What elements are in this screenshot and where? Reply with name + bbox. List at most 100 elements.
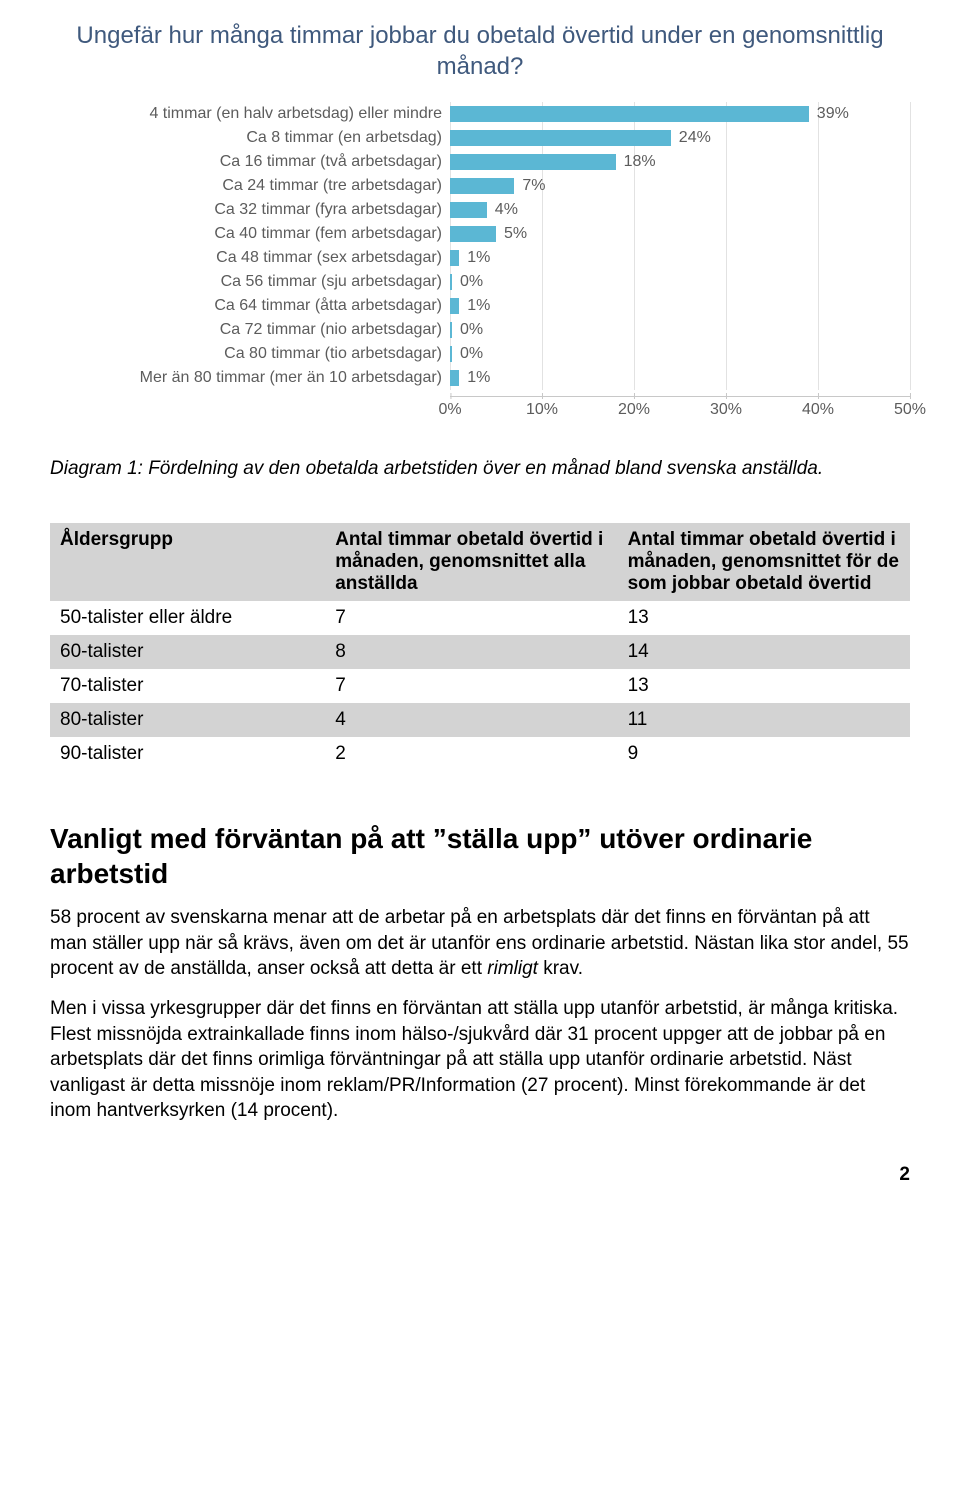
chart-category-label: Ca 80 timmar (tio arbetsdagar) [50,345,450,363]
chart-category-label: Ca 72 timmar (nio arbetsdagar) [50,321,450,339]
chart-bar-area: 1% [450,246,910,270]
chart-category-label: Ca 8 timmar (en arbetsdag) [50,129,450,147]
chart-category-label: Ca 16 timmar (två arbetsdagar) [50,153,450,171]
table-row: 90-talister29 [50,737,910,771]
chart-bar-area: 5% [450,222,910,246]
chart-row: Mer än 80 timmar (mer än 10 arbetsdagar)… [50,366,910,390]
chart-axis-tick: 50% [894,401,926,419]
chart-bar [450,202,487,218]
chart-bar [450,250,459,266]
chart-bar [450,154,616,170]
chart-axis-tick: 40% [802,401,834,419]
chart-gridline [910,102,911,390]
chart-bar [450,370,459,386]
chart-bar-value: 7% [522,177,545,195]
chart-bar-value: 1% [467,369,490,387]
table-row: 80-talister411 [50,703,910,737]
chart-row: Ca 8 timmar (en arbetsdag) 24% [50,126,910,150]
chart-axis-tick: 10% [526,401,558,419]
overtime-bar-chart: 4 timmar (en halv arbetsdag) eller mindr… [50,102,910,426]
table-cell: 8 [325,635,617,669]
chart-category-label: Ca 64 timmar (åtta arbetsdagar) [50,297,450,315]
chart-bar-value: 0% [460,273,483,291]
chart-row: Ca 16 timmar (två arbetsdagar) 18% [50,150,910,174]
chart-bar [450,298,459,314]
age-group-table: Åldersgrupp Antal timmar obetald övertid… [50,523,910,771]
chart-row: Ca 48 timmar (sex arbetsdagar) 1% [50,246,910,270]
chart-bar [450,274,452,290]
table-cell: 70-talister [50,669,325,703]
chart-bar-value: 1% [467,297,490,315]
table-cell: 80-talister [50,703,325,737]
chart-bar-value: 39% [817,105,849,123]
table-cell: 60-talister [50,635,325,669]
table-row: 60-talister814 [50,635,910,669]
chart-bar-area: 4% [450,198,910,222]
table-row: 70-talister713 [50,669,910,703]
chart-bar [450,226,496,242]
chart-category-label: Ca 48 timmar (sex arbetsdagar) [50,249,450,267]
table-header: Åldersgrupp [50,523,325,601]
chart-category-label: 4 timmar (en halv arbetsdag) eller mindr… [50,105,450,123]
chart-bar-value: 4% [495,201,518,219]
chart-bar-value: 0% [460,321,483,339]
chart-bar-value: 0% [460,345,483,363]
table-cell: 7 [325,601,617,635]
body-paragraph: Men i vissa yrkesgrupper där det finns e… [50,996,910,1124]
chart-caption: Diagram 1: Fördelning av den obetalda ar… [50,456,910,483]
chart-bar-area: 0% [450,318,910,342]
chart-row: Ca 40 timmar (fem arbetsdagar) 5% [50,222,910,246]
chart-bar-area: 1% [450,366,910,390]
chart-row: Ca 32 timmar (fyra arbetsdagar) 4% [50,198,910,222]
chart-row: Ca 24 timmar (tre arbetsdagar) 7% [50,174,910,198]
chart-category-label: Ca 32 timmar (fyra arbetsdagar) [50,201,450,219]
page-number: 2 [50,1164,910,1186]
chart-row: Ca 64 timmar (åtta arbetsdagar) 1% [50,294,910,318]
table-cell: 2 [325,737,617,771]
chart-row: Ca 80 timmar (tio arbetsdagar) 0% [50,342,910,366]
italic-word: rimligt [487,958,538,979]
chart-title: Ungefär hur många timmar jobbar du obeta… [50,20,910,82]
table-cell: 13 [618,669,910,703]
body-paragraph: 58 procent av svenskarna menar att de ar… [50,905,910,982]
chart-bar [450,178,514,194]
chart-bar-area: 39% [450,102,910,126]
table-cell: 90-talister [50,737,325,771]
chart-row: 4 timmar (en halv arbetsdag) eller mindr… [50,102,910,126]
chart-category-label: Ca 56 timmar (sju arbetsdagar) [50,273,450,291]
section-heading: Vanligt med förväntan på att ”ställa upp… [50,821,910,891]
table-cell: 14 [618,635,910,669]
chart-category-label: Ca 24 timmar (tre arbetsdagar) [50,177,450,195]
chart-axis-tick: 20% [618,401,650,419]
chart-bar-area: 1% [450,294,910,318]
table-cell: 13 [618,601,910,635]
table-cell: 9 [618,737,910,771]
chart-axis-tick: 30% [710,401,742,419]
chart-category-label: Mer än 80 timmar (mer än 10 arbetsdagar) [50,369,450,387]
chart-bar-value: 5% [504,225,527,243]
chart-category-label: Ca 40 timmar (fem arbetsdagar) [50,225,450,243]
table-row: 50-talister eller äldre713 [50,601,910,635]
chart-bar [450,346,452,362]
table-cell: 11 [618,703,910,737]
table-header-row: Åldersgrupp Antal timmar obetald övertid… [50,523,910,601]
chart-bar [450,130,671,146]
chart-bar-value: 24% [679,129,711,147]
table-cell: 7 [325,669,617,703]
table-header: Antal timmar obetald övertid i månaden, … [325,523,617,601]
table-cell: 4 [325,703,617,737]
chart-bar-area: 18% [450,150,910,174]
chart-bar-area: 7% [450,174,910,198]
chart-bar-area: 24% [450,126,910,150]
chart-bar-value: 18% [624,153,656,171]
chart-axis-tick: 0% [438,401,461,419]
chart-bar-area: 0% [450,342,910,366]
chart-bar-area: 0% [450,270,910,294]
chart-bar [450,322,452,338]
chart-bar [450,106,809,122]
chart-row: Ca 56 timmar (sju arbetsdagar) 0% [50,270,910,294]
chart-row: Ca 72 timmar (nio arbetsdagar) 0% [50,318,910,342]
chart-bar-value: 1% [467,249,490,267]
table-cell: 50-talister eller äldre [50,601,325,635]
table-header: Antal timmar obetald övertid i månaden, … [618,523,910,601]
